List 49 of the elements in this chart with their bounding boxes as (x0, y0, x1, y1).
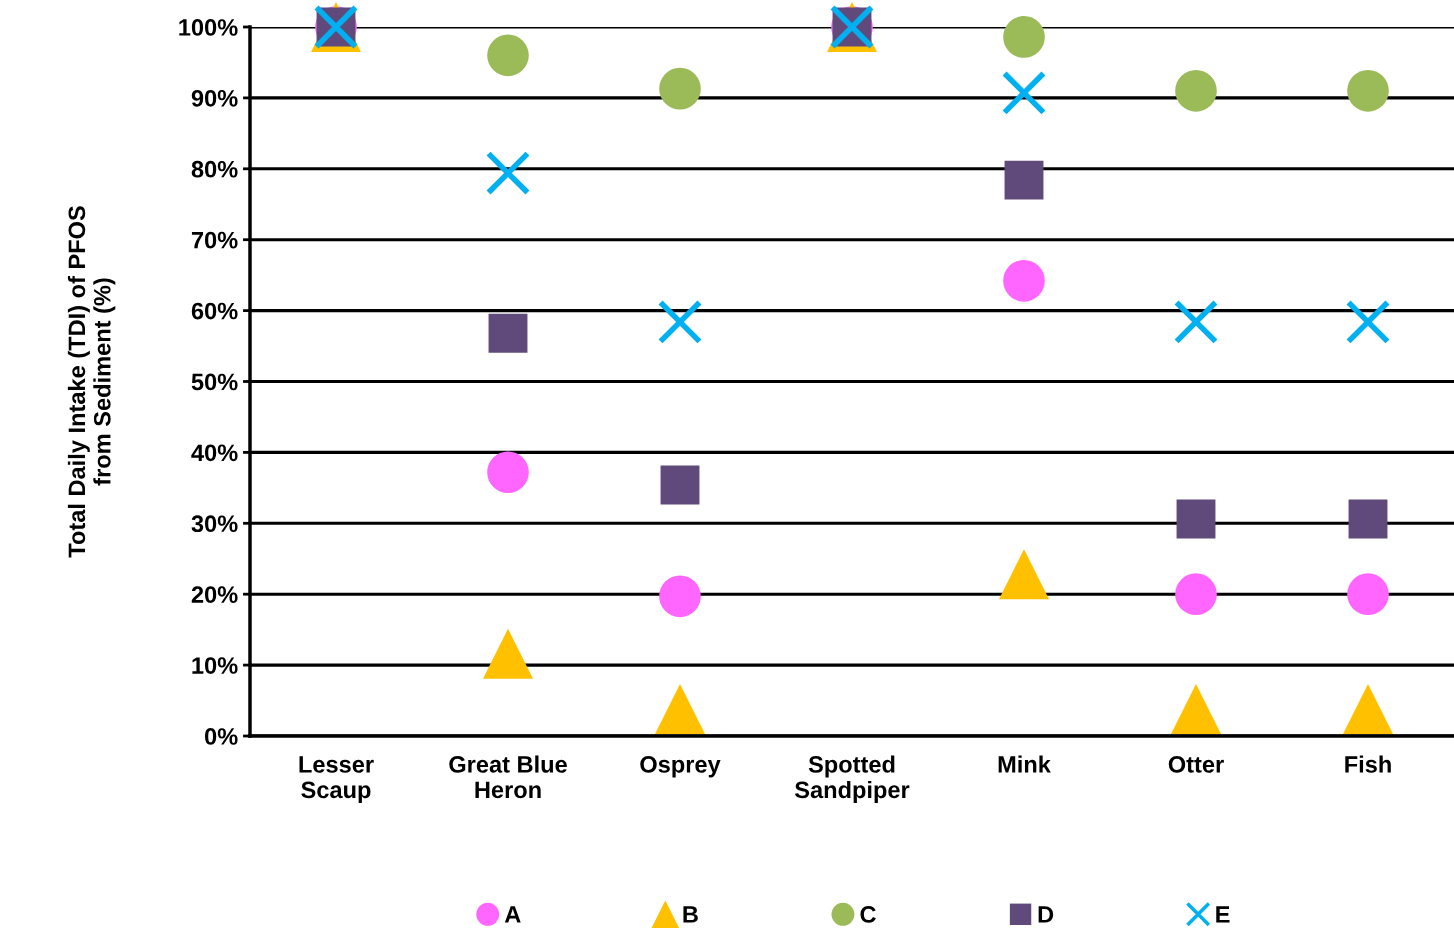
point (487, 451, 529, 494)
point (1004, 160, 1044, 200)
point (659, 67, 701, 110)
point (1343, 684, 1393, 735)
legend-label: B (683, 906, 698, 923)
legend-label: C (860, 906, 876, 923)
point (657, 299, 703, 345)
legend-label: D (1038, 906, 1054, 923)
point (1347, 69, 1389, 112)
point (485, 150, 531, 196)
x-tick-label: Osprey (640, 756, 721, 778)
x-tick-label: Mink (998, 755, 1051, 773)
point (1345, 299, 1391, 345)
y-tick-label: 50% (191, 373, 238, 391)
point (659, 575, 701, 618)
x-tick-label: Great Blue Heron (449, 755, 567, 799)
y-tick-label: 40% (191, 444, 238, 462)
y-tick-label: 70% (191, 231, 238, 249)
point (660, 465, 700, 505)
x-tick-label: Fish (1345, 755, 1391, 773)
point (1001, 70, 1047, 116)
point (999, 549, 1049, 600)
y-tick-label: 20% (191, 586, 238, 603)
y-tick-label: 30% (191, 515, 238, 533)
x-tick-label: Spotted Sandpiper (794, 755, 910, 803)
y-tick-label: 100% (179, 19, 238, 36)
point (487, 34, 529, 77)
y-axis-title: Total Daily Intake (TDI) of PFOS from Sediment (%) (67, 206, 116, 558)
point (1173, 299, 1219, 345)
point (1003, 259, 1045, 302)
legend-label: A (504, 906, 521, 923)
point (1347, 573, 1389, 616)
x-tick-label: Otter (1168, 756, 1224, 773)
point (1003, 16, 1045, 58)
point (488, 313, 528, 353)
y-tick-label: 80% (191, 160, 238, 178)
point (483, 628, 533, 679)
point (1176, 499, 1216, 539)
y-tick-label: 0% (205, 728, 238, 745)
point (1348, 499, 1388, 539)
point (655, 684, 705, 735)
point (1171, 684, 1221, 735)
y-tick-label: 90% (191, 89, 238, 107)
x-tick-label: Lesser Scaup (299, 756, 374, 803)
point (1175, 573, 1217, 616)
legend-label: E (1216, 906, 1230, 923)
y-tick-label: 60% (191, 302, 238, 320)
point (1175, 69, 1217, 112)
y-tick-label: 10% (192, 657, 238, 674)
